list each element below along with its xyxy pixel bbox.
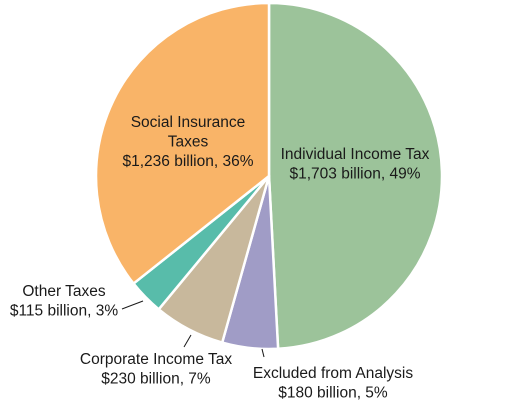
slice-label-line: Corporate Income Tax — [80, 351, 232, 368]
slice-label-line: Other Taxes — [22, 283, 106, 300]
leader-lines — [121, 300, 265, 358]
slice-label-line: Individual Income Tax — [281, 146, 430, 163]
slice-labels: Individual Income Tax $1,703 billion, 49%… — [10, 114, 430, 402]
pie-slices — [94, 1, 444, 351]
slice-label-line: Taxes — [168, 134, 209, 151]
slice-label-line: $230 billion, 7% — [101, 371, 211, 388]
slice-label-line: $180 billion, 5% — [278, 385, 388, 402]
leader-line-other-taxes — [121, 300, 144, 310]
slice-label-line: $115 billion, 3% — [10, 303, 119, 320]
slice-label-line: $1,703 billion, 49% — [290, 166, 421, 183]
leader-line-excluded-from-analysis — [261, 348, 265, 358]
slice-label-other-taxes: Other Taxes $115 billion, 3% — [10, 283, 119, 320]
slice-label-line: Excluded from Analysis — [253, 365, 413, 382]
slice-label-social-insurance-taxes: Social Insurance Taxes $1,236 billion, 36% — [123, 114, 254, 170]
slice-label-line: $1,236 billion, 36% — [123, 153, 254, 170]
slice-label-corporate-income-tax: Corporate Income Tax $230 billion, 7% — [80, 351, 232, 388]
slice-label-line: Social Insurance — [131, 114, 246, 131]
pie-slice-social-insurance-taxes — [94, 1, 271, 285]
slice-label-excluded-from-analysis: Excluded from Analysis $180 billion, 5% — [253, 365, 413, 402]
pie-slice-individual-income-tax — [267, 1, 444, 351]
leader-line-corporate-income-tax — [183, 334, 192, 348]
slice-label-individual-income-tax: Individual Income Tax $1,703 billion, 49% — [281, 146, 430, 183]
